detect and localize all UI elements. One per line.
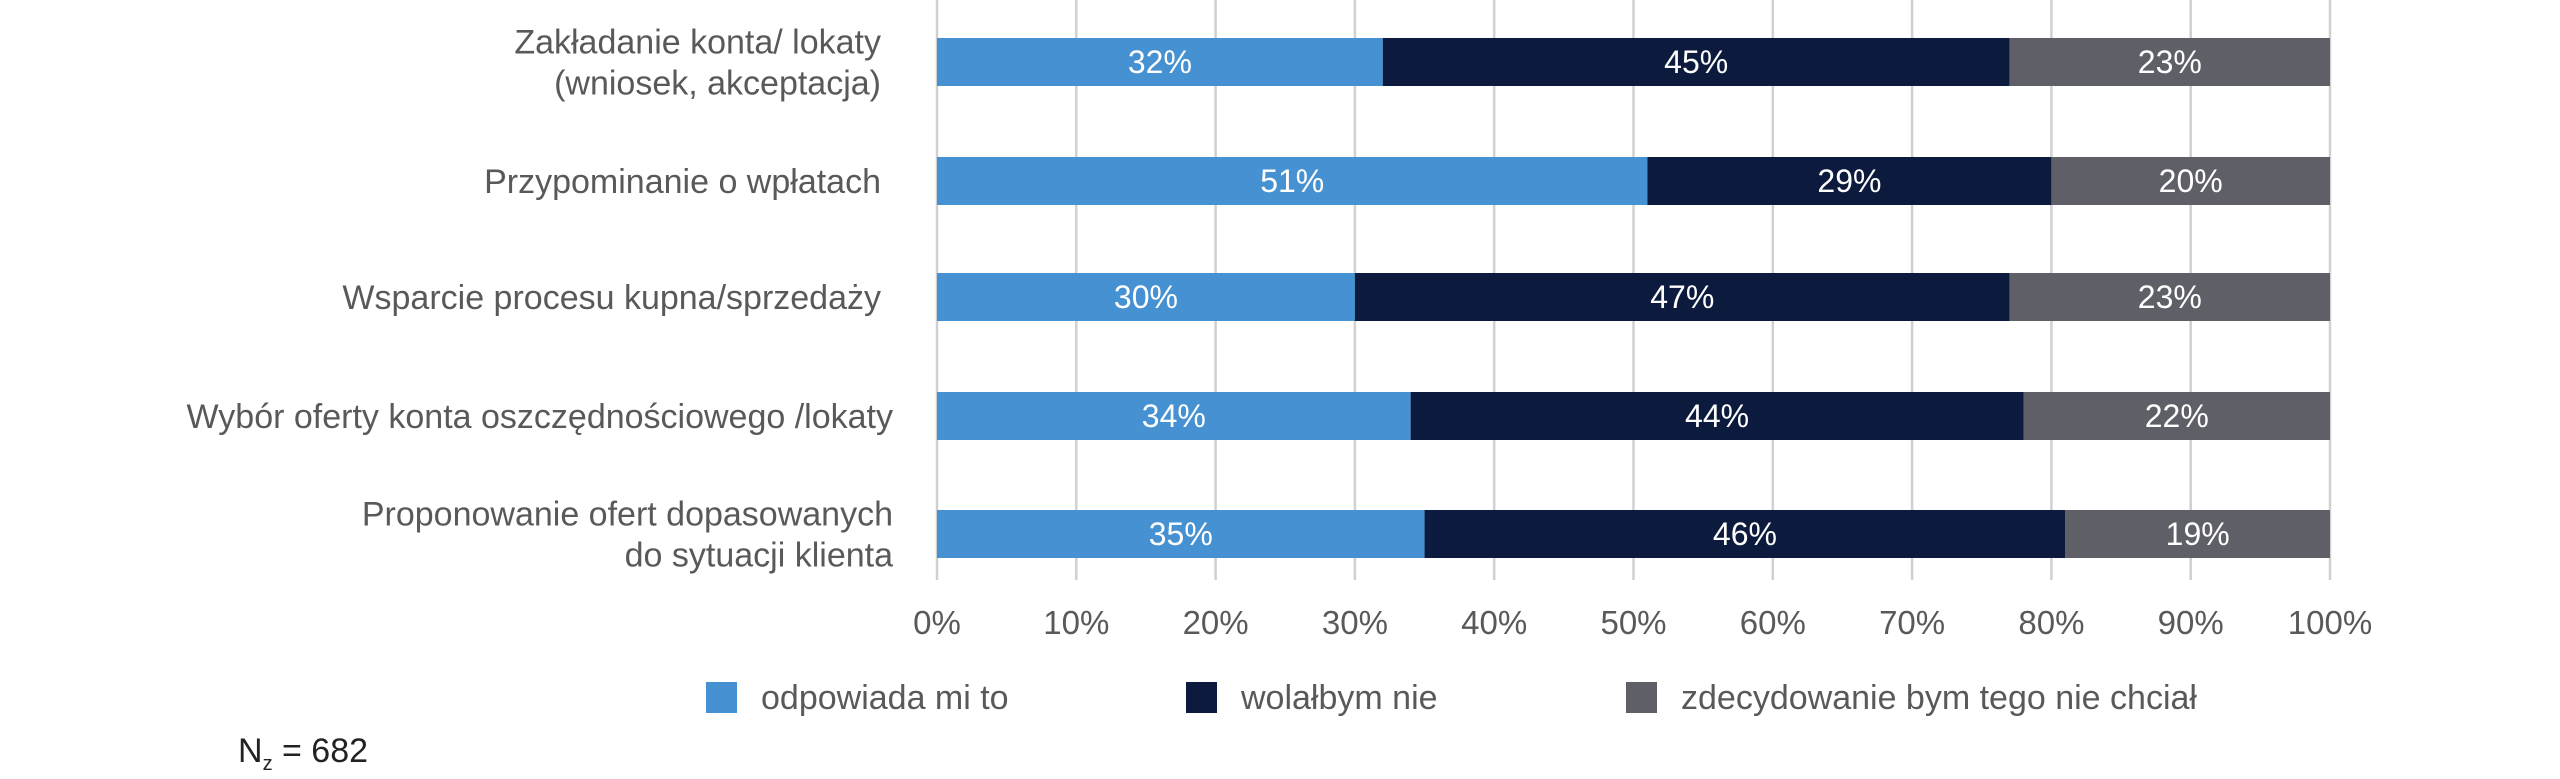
bar-segment	[1410, 392, 2024, 440]
bar-row: 34% 44% 22%	[937, 392, 2330, 440]
category-label: Wybór oferty konta oszczędnościowego /lo…	[187, 398, 893, 436]
x-tick-label: 90%	[2158, 604, 2224, 641]
legend-swatch	[1626, 682, 1657, 713]
bar-segment	[2023, 392, 2330, 440]
x-tick-label: 30%	[1322, 604, 1388, 641]
x-tick-label: 10%	[1043, 604, 1109, 641]
data-label: 45%	[1664, 44, 1728, 80]
category-label: (wniosek, akceptacja)	[554, 65, 881, 103]
data-label: 22%	[2145, 398, 2209, 434]
legend-label: odpowiada mi to	[761, 679, 1009, 717]
x-tick-label: 100%	[2288, 604, 2372, 641]
x-tick-label: 40%	[1461, 604, 1527, 641]
legend-label: wolałbym nie	[1240, 679, 1438, 717]
x-tick-label: 50%	[1600, 604, 1666, 641]
bar-row: 30% 47% 23%	[937, 273, 2330, 321]
bar-segment	[937, 157, 1648, 205]
x-tick-label: 80%	[2018, 604, 2084, 641]
legend: odpowiada mi to wolałbym nie zdecydowanie …	[706, 679, 2197, 717]
category-label: Przypominanie o wpłatach	[484, 163, 881, 201]
category-label: do sytuacji klienta	[625, 537, 893, 575]
bar-row: 51% 29% 20%	[937, 157, 2330, 205]
data-label: 34%	[1142, 398, 1206, 434]
bar-segment	[2051, 157, 2330, 205]
bar-segment	[2009, 38, 2330, 86]
bar-segment	[2009, 273, 2330, 321]
data-label: 23%	[2138, 279, 2202, 315]
category-labels: Zakładanie konta/ lokaty(wniosek, akcept…	[187, 24, 894, 575]
bar-segment	[937, 392, 1411, 440]
data-label: 30%	[1114, 279, 1178, 315]
data-label: 47%	[1650, 279, 1714, 315]
bar-row: 35% 46% 19%	[937, 510, 2330, 558]
legend-label: zdecydowanie bym tego nie chciał	[1681, 679, 2197, 717]
bars: 32% 45% 23% 51% 29% 20% 30% 47% 23% 34% 44% 22% 35% 4…	[937, 38, 2330, 558]
x-tick-label: 70%	[1879, 604, 1945, 641]
legend-item: odpowiada mi to	[706, 679, 1009, 717]
data-label: 23%	[2138, 44, 2202, 80]
bar-segment	[1647, 157, 2052, 205]
sample-size-note: Nz = 682	[238, 732, 369, 775]
legend-item: wolałbym nie	[1186, 679, 1438, 717]
legend-swatch	[1186, 682, 1217, 713]
bar-segment	[2065, 510, 2330, 558]
x-tick-label: 20%	[1183, 604, 1249, 641]
bar-segment	[1354, 273, 2010, 321]
data-label: 51%	[1260, 163, 1324, 199]
category-label: Wsparcie procesu kupna/sprzedaży	[342, 279, 881, 317]
x-tick-label: 60%	[1740, 604, 1806, 641]
category-label: Proponowanie ofert dopasowanych	[362, 496, 893, 534]
data-label: 44%	[1685, 398, 1749, 434]
category-label: Zakładanie konta/ lokaty	[514, 24, 881, 62]
legend-swatch	[706, 682, 737, 713]
data-label: 46%	[1713, 516, 1777, 552]
data-label: 32%	[1128, 44, 1192, 80]
data-label: 35%	[1149, 516, 1213, 552]
x-axis-ticks: 0% 10% 20% 30% 40% 50% 60% 70% 80% 90% 100%	[913, 604, 2372, 641]
data-label: 20%	[2159, 163, 2223, 199]
x-tick-label: 0%	[913, 604, 961, 641]
bar-row: 32% 45% 23%	[937, 38, 2330, 86]
data-label: 29%	[1817, 163, 1881, 199]
data-label: 19%	[2166, 516, 2230, 552]
bar-segment	[1382, 38, 2010, 86]
legend-item: zdecydowanie bym tego nie chciał	[1626, 679, 2197, 717]
bar-segment	[937, 510, 1425, 558]
bar-segment	[937, 38, 1383, 86]
bar-segment	[1424, 510, 2066, 558]
bar-segment	[937, 273, 1355, 321]
